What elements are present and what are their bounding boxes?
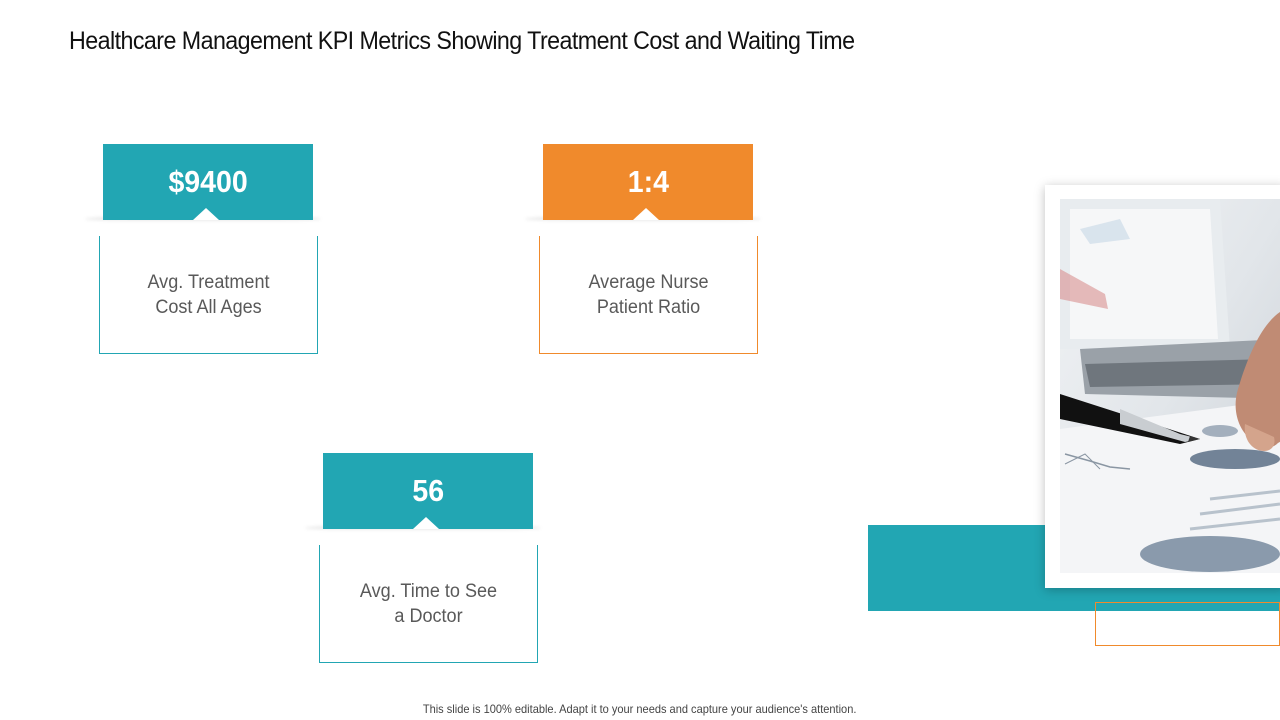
kpi-nurse-ratio: 1:4 Average Nurse Patient Ratio: [525, 144, 761, 354]
kpi-label-box: Average Nurse Patient Ratio: [539, 236, 758, 354]
kpi-value: 56: [412, 473, 444, 508]
kpi-value: 1:4: [627, 164, 669, 199]
kpi-label: Average Nurse Patient Ratio: [588, 271, 709, 318]
kpi-wait-time: 56 Avg. Time to See a Doctor: [305, 453, 541, 663]
kpi-label: Avg. Time to See a Doctor: [359, 580, 498, 627]
business-analysis-photo-icon: [1060, 199, 1280, 573]
notch-pointer: [633, 208, 659, 220]
kpi-label-box: Avg. Time to See a Doctor: [319, 545, 538, 663]
notch-pointer: [193, 208, 219, 220]
kpi-label: Avg. Treatment Cost All Ages: [147, 271, 270, 318]
footer-note: This slide is 100% editable. Adapt it to…: [0, 702, 1280, 716]
kpi-treatment-cost: $9400 Avg. Treatment Cost All Ages: [85, 144, 321, 354]
kpi-value-box: 1:4: [543, 144, 753, 220]
notch-pointer: [413, 517, 439, 529]
kpi-value-box: $9400: [103, 144, 313, 220]
kpi-value-box: 56: [323, 453, 533, 529]
kpi-value: $9400: [168, 164, 248, 199]
photo-frame: [1045, 185, 1280, 588]
decorative-orange-outline: [1095, 602, 1280, 646]
footer-text: This slide is 100% editable. Adapt it to…: [423, 702, 857, 716]
kpi-label-box: Avg. Treatment Cost All Ages: [99, 236, 318, 354]
slide-title: Healthcare Management KPI Metrics Showin…: [69, 27, 855, 55]
